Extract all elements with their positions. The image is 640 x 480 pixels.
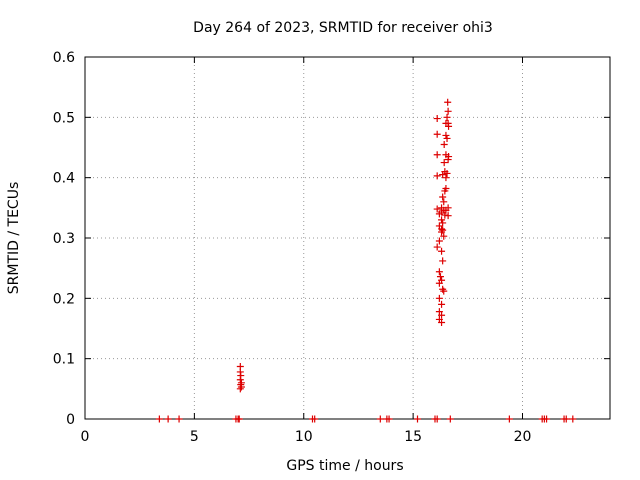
data-point xyxy=(433,243,441,251)
data-point xyxy=(438,311,446,319)
y-tick-label: 0.5 xyxy=(53,110,75,126)
data-point xyxy=(311,415,319,423)
data-point xyxy=(543,415,551,423)
data-point xyxy=(442,174,450,182)
data-point xyxy=(443,134,451,142)
data-point xyxy=(433,205,441,213)
data-point xyxy=(441,211,449,219)
data-point xyxy=(236,385,244,393)
data-point xyxy=(433,415,441,423)
plot-frame xyxy=(84,56,611,420)
y-tick-label: 0.2 xyxy=(53,291,75,307)
data-points xyxy=(155,98,577,423)
data-point xyxy=(235,415,243,423)
axis-ticks: 0 0.1 0.2 0.3 0.4 0.5 0.6 0 5 10 15 20 xyxy=(53,50,610,445)
x-tick-label: 10 xyxy=(295,429,313,445)
data-point xyxy=(164,415,172,423)
x-tick-label: 0 xyxy=(81,429,90,445)
data-point xyxy=(438,228,446,236)
data-point xyxy=(439,226,447,234)
x-axis-label: GPS time / hours xyxy=(286,458,403,474)
data-point xyxy=(439,257,447,265)
data-point xyxy=(441,187,449,195)
data-point xyxy=(435,279,443,287)
y-tick-label: 0.6 xyxy=(53,50,75,66)
data-point xyxy=(440,140,448,148)
data-point xyxy=(438,318,446,326)
data-point xyxy=(443,113,451,121)
data-point xyxy=(444,212,452,220)
data-point xyxy=(440,287,448,295)
y-tick-label: 0.3 xyxy=(53,231,75,247)
data-point xyxy=(175,415,183,423)
data-point xyxy=(440,198,448,206)
data-point xyxy=(438,216,446,224)
data-point xyxy=(155,415,163,423)
data-point xyxy=(439,285,447,293)
data-point xyxy=(444,156,452,164)
y-tick-label: 0.4 xyxy=(53,171,75,187)
y-axis-label: SRMTID / TECUs xyxy=(6,182,22,295)
data-point xyxy=(569,415,577,423)
data-point xyxy=(436,273,444,281)
data-point xyxy=(435,308,443,316)
data-point xyxy=(439,171,447,179)
data-point xyxy=(385,415,393,423)
data-point xyxy=(440,232,448,240)
data-point xyxy=(442,131,450,139)
data-point xyxy=(433,172,441,180)
data-point xyxy=(442,206,450,214)
data-point xyxy=(439,219,447,227)
data-point xyxy=(376,415,384,423)
data-point xyxy=(435,268,443,276)
x-tick-label: 15 xyxy=(404,429,422,445)
data-point xyxy=(435,294,443,302)
data-point xyxy=(443,169,451,177)
data-point xyxy=(414,415,421,423)
data-point xyxy=(562,415,570,423)
x-tick-label: 20 xyxy=(514,429,532,445)
data-point xyxy=(445,122,453,130)
y-tick-label: 0.1 xyxy=(53,352,75,368)
data-point xyxy=(439,193,447,201)
data-point xyxy=(438,300,446,308)
data-point xyxy=(433,151,441,159)
data-point xyxy=(433,130,441,138)
data-point xyxy=(435,210,443,218)
grid-lines xyxy=(85,57,610,419)
data-point xyxy=(505,415,513,423)
data-point xyxy=(435,237,443,245)
data-point xyxy=(440,159,448,167)
chart-title: Day 264 of 2023, SRMTID for receiver ohi… xyxy=(193,20,493,36)
data-point xyxy=(438,247,446,255)
y-tick-label: 0 xyxy=(66,412,75,428)
x-tick-label: 5 xyxy=(190,429,199,445)
data-point xyxy=(433,115,441,123)
data-point xyxy=(446,415,454,423)
data-point xyxy=(444,107,452,115)
data-point xyxy=(444,98,452,106)
